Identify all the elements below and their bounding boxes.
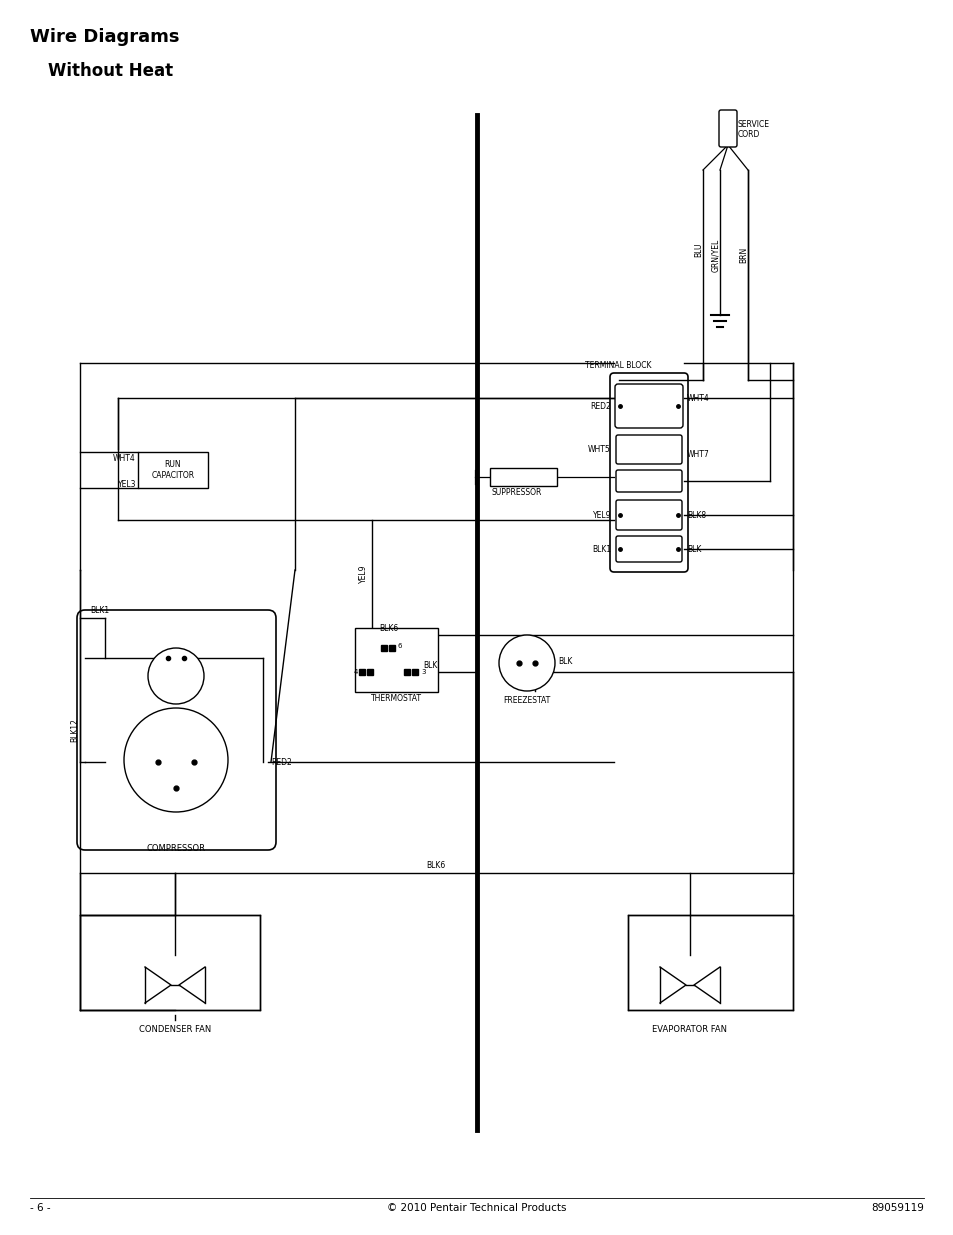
Text: YEL3: YEL3 [117,479,136,489]
Text: 4: 4 [354,669,357,676]
Text: 3: 3 [420,669,425,676]
Text: BLK1: BLK1 [90,606,109,615]
Text: CONDENSER FAN: CONDENSER FAN [139,1025,211,1034]
Text: FREEZESTAT: FREEZESTAT [503,697,550,705]
Text: R: R [172,773,179,783]
Text: C: C [154,748,161,760]
Text: RED2: RED2 [590,401,610,410]
Text: WHT7: WHT7 [686,450,709,458]
Text: SUPPRESSOR: SUPPRESSOR [492,488,542,496]
Bar [355,629,437,692]
FancyBboxPatch shape [616,536,681,562]
FancyBboxPatch shape [77,610,275,850]
Text: RED2: RED2 [271,757,292,767]
Text: BLK12: BLK12 [71,718,79,742]
Text: BLK1: BLK1 [591,545,610,553]
Text: YEL9: YEL9 [592,510,610,520]
FancyBboxPatch shape [609,373,687,572]
Text: BRN: BRN [739,247,748,263]
Text: O.L.: O.L. [168,672,184,680]
FancyBboxPatch shape [616,471,681,492]
FancyBboxPatch shape [719,110,737,147]
Text: BLK: BLK [422,661,436,671]
Text: RUN
CAPACITOR: RUN CAPACITOR [152,461,194,479]
Text: © 2010 Pentair Technical Products: © 2010 Pentair Technical Products [387,1203,566,1213]
Text: BLK: BLK [686,545,700,553]
FancyBboxPatch shape [615,384,682,429]
Text: TERMINAL BLOCK: TERMINAL BLOCK [584,361,651,370]
Circle shape [124,708,228,811]
FancyBboxPatch shape [616,435,681,464]
Text: GRN/YEL: GRN/YEL [711,238,720,272]
Bar [627,915,792,1010]
Text: 6: 6 [397,643,402,650]
Text: YEL9: YEL9 [358,564,368,583]
Bar [138,452,208,488]
Text: S: S [191,748,197,760]
Text: EVAPORATOR FAN: EVAPORATOR FAN [652,1025,727,1034]
Text: WHT5: WHT5 [588,445,610,453]
Bar [80,915,260,1010]
FancyBboxPatch shape [616,500,681,530]
Text: BLU: BLU [694,243,702,257]
Bar [490,468,557,487]
Text: SERVICE
CORD: SERVICE CORD [738,120,769,140]
Text: 89059119: 89059119 [870,1203,923,1213]
Circle shape [498,635,555,692]
Text: WHT4: WHT4 [686,394,709,403]
Text: BLK6: BLK6 [378,624,397,634]
Circle shape [148,648,204,704]
Text: BLK: BLK [558,657,572,666]
Text: WHT4: WHT4 [113,453,136,462]
Text: - 6 -: - 6 - [30,1203,51,1213]
Text: COMPRESSOR: COMPRESSOR [147,844,205,853]
Text: BLK6: BLK6 [426,861,445,869]
Text: Wire Diagrams: Wire Diagrams [30,28,179,46]
Text: THERMOSTAT: THERMOSTAT [370,694,421,703]
Text: BLK8: BLK8 [686,510,705,520]
Text: Without Heat: Without Heat [48,62,172,80]
